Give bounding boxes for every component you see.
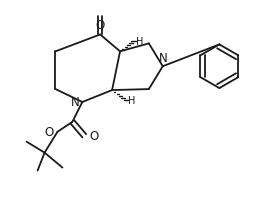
Text: O: O: [89, 130, 99, 143]
Text: H: H: [128, 96, 135, 105]
Text: N: N: [158, 52, 167, 65]
Text: O: O: [44, 126, 54, 139]
Text: N: N: [71, 96, 79, 109]
Text: H: H: [136, 37, 143, 47]
Text: O: O: [96, 18, 105, 32]
